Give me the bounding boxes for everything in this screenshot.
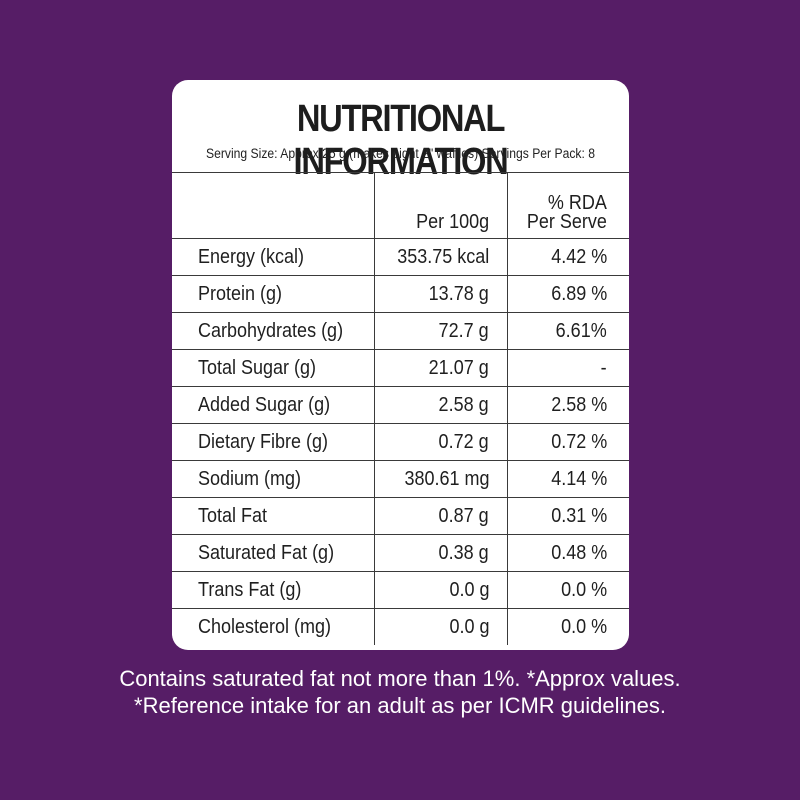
per-100g-value: 353.75 kcal <box>373 238 509 276</box>
header-rda: % RDA Per Serve <box>507 172 629 239</box>
per-100g-value: 0.72 g <box>373 423 509 461</box>
table-row: Dietary Fibre (g) 0.72 g 0.72 % <box>172 423 629 461</box>
table-row: Protein (g) 13.78 g 6.89 % <box>172 275 629 313</box>
rda-per-serve-value: 0.0 % <box>507 608 629 645</box>
table-row: Total Sugar (g) 21.07 g- <box>172 349 629 387</box>
rda-per-serve-value: 0.31 % <box>507 497 629 535</box>
nutrient-name: Total Sugar (g) <box>172 349 375 387</box>
footer-note-2: *Reference intake for an adult as per IC… <box>134 693 666 718</box>
nutrient-name: Sodium (mg) <box>172 460 375 498</box>
per-100g-value: 0.38 g <box>373 534 509 572</box>
nutrient-name: Cholesterol (mg) <box>172 608 375 645</box>
rda-per-serve-value: 6.61% <box>507 312 629 350</box>
rda-per-serve-value: - <box>507 349 629 387</box>
rda-per-serve-value: 6.89 % <box>507 275 629 313</box>
rda-per-serve-value: 4.14 % <box>507 460 629 498</box>
table-row: Sodium (mg) 380.61 mg 4.14 % <box>172 460 629 498</box>
nutrient-name: Saturated Fat (g) <box>172 534 375 572</box>
table-header-row: Per 100g % RDA Per Serve <box>172 172 629 239</box>
per-100g-value: 0.0 g <box>373 571 509 609</box>
per-100g-value: 72.7 g <box>373 312 509 350</box>
nutrition-card: NUTRITIONAL INFORMATION Serving Size: Ap… <box>172 80 629 650</box>
table-row: Saturated Fat (g) 0.38 g 0.48 % <box>172 534 629 572</box>
nutrition-table: Per 100g % RDA Per Serve Energy (kcal) 353… <box>172 172 629 645</box>
table-row: Total Fat 0.87 g 0.31 % <box>172 497 629 535</box>
per-100g-value: 13.78 g <box>373 275 509 313</box>
per-100g-value: 0.87 g <box>373 497 509 535</box>
per-100g-value: 0.0 g <box>373 608 509 645</box>
table-row: Cholesterol (mg) 0.0 g 0.0 % <box>172 608 629 645</box>
rda-per-serve-value: 2.58 % <box>507 386 629 424</box>
nutrient-name: Added Sugar (g) <box>172 386 375 424</box>
footer-note-1: Contains saturated fat not more than 1%.… <box>119 666 681 691</box>
rda-per-serve-value: 0.0 % <box>507 571 629 609</box>
nutrient-name: Carbohydrates (g) <box>172 312 375 350</box>
nutrient-name: Trans Fat (g) <box>172 571 375 609</box>
per-100g-value: 380.61 mg <box>373 460 509 498</box>
rda-per-serve-value: 0.48 % <box>507 534 629 572</box>
nutrient-name: Protein (g) <box>172 275 375 313</box>
rda-per-serve-value: 0.72 % <box>507 423 629 461</box>
table-row: Trans Fat (g) 0.0 g 0.0 % <box>172 571 629 609</box>
per-100g-value: 21.07 g <box>373 349 509 387</box>
rda-per-serve-value: 4.42 % <box>507 238 629 276</box>
header-nutrient <box>172 172 375 239</box>
table-row: Carbohydrates (g) 72.7 g 6.61% <box>172 312 629 350</box>
nutrition-title: NUTRITIONAL INFORMATION <box>293 98 509 183</box>
per-100g-value: 2.58 g <box>373 386 509 424</box>
serving-info: Serving Size: Approx 25 g (makes eight 2… <box>205 146 596 161</box>
header-per-100g: Per 100g <box>373 172 509 239</box>
table-row: Energy (kcal) 353.75 kcal 4.42 % <box>172 238 629 276</box>
table-row: Added Sugar (g) 2.58 g 2.58 % <box>172 386 629 424</box>
nutrient-name: Energy (kcal) <box>172 238 375 276</box>
nutrient-name: Dietary Fibre (g) <box>172 423 375 461</box>
nutrient-name: Total Fat <box>172 497 375 535</box>
